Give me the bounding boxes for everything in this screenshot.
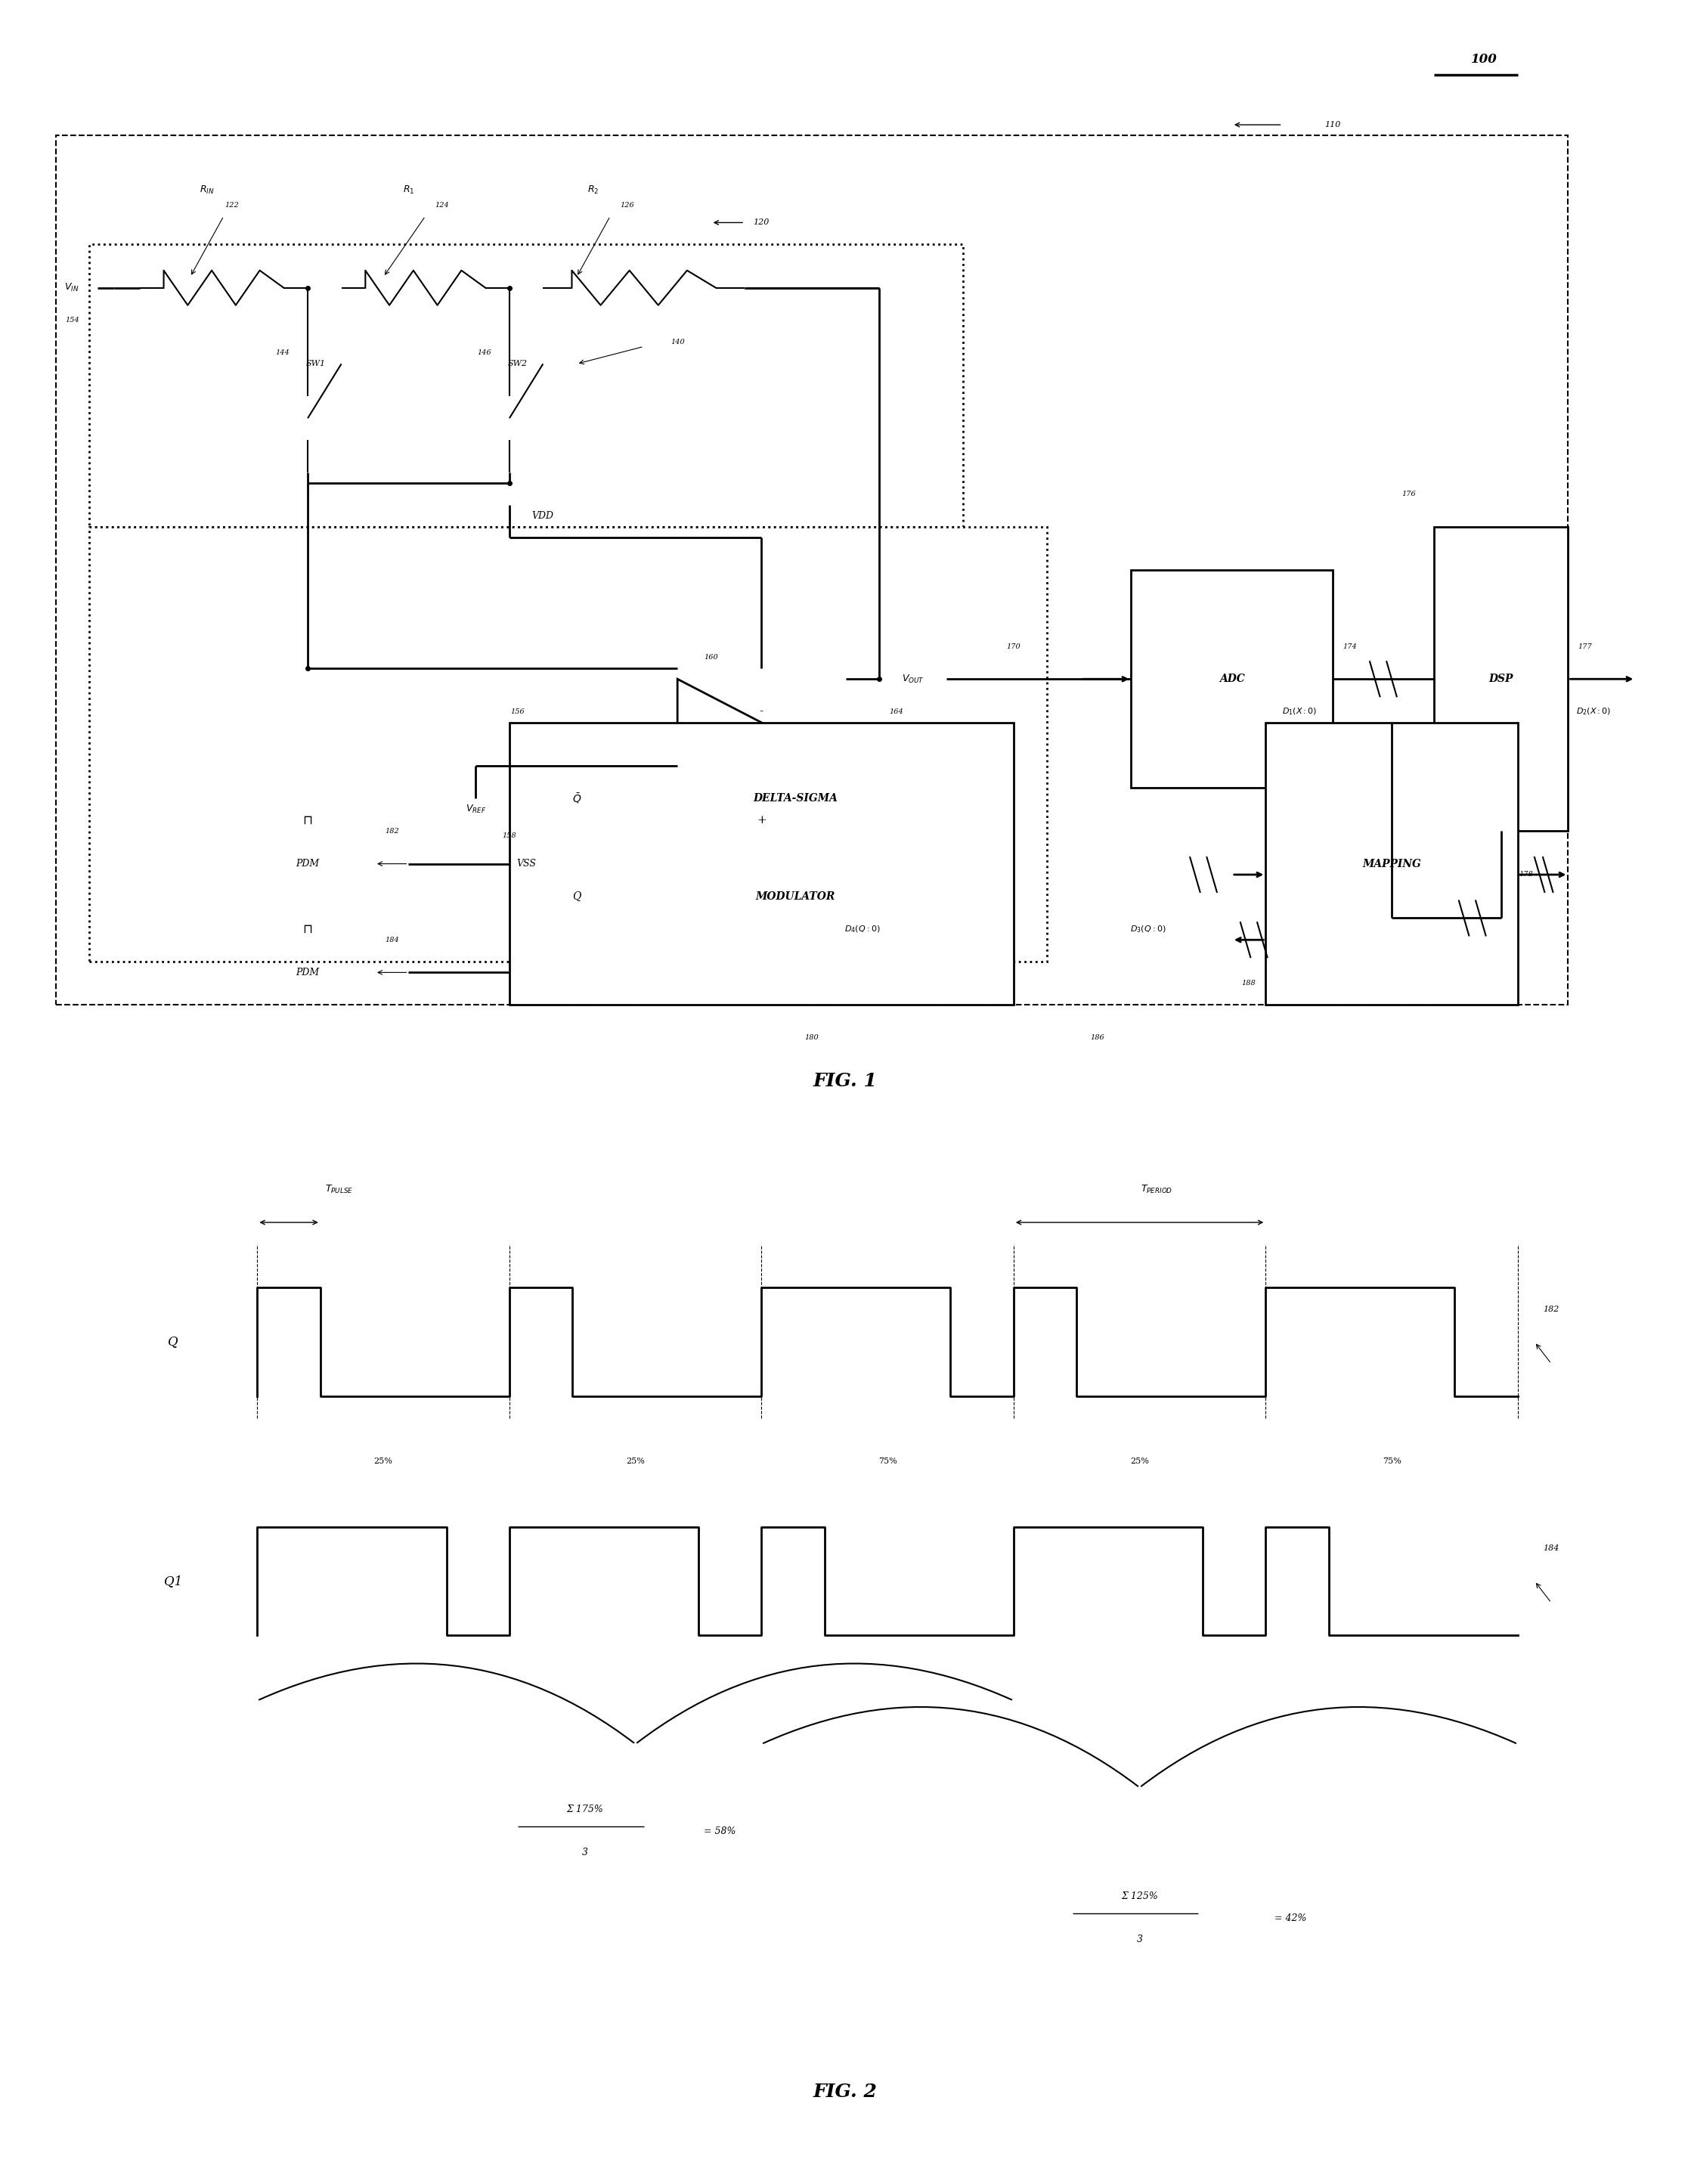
Text: $D_1(X:0)$: $D_1(X:0)$ [1282,705,1317,716]
Text: Σ 125%: Σ 125% [1121,1891,1158,1900]
Text: -: - [759,705,763,716]
Text: 177: 177 [1578,642,1591,651]
Text: SW2: SW2 [507,360,528,367]
Text: 75%: 75% [1382,1457,1402,1465]
Text: $D_3(Q:0)$: $D_3(Q:0)$ [1130,924,1167,935]
Text: +: + [756,815,766,826]
Text: MODULATOR: MODULATOR [756,891,835,902]
Text: 184: 184 [1544,1544,1559,1553]
Text: 186: 186 [1091,1035,1104,1042]
Text: 180: 180 [805,1035,818,1042]
Text: 160: 160 [703,653,719,662]
Text: VDD: VDD [533,511,555,522]
Text: Q: Q [572,891,582,902]
Text: 164: 164 [889,708,903,714]
Text: 176: 176 [1402,491,1415,498]
Text: $D_2(X:0)$: $D_2(X:0)$ [1576,705,1612,716]
Text: $T_{PERIOD}$: $T_{PERIOD}$ [1140,1184,1172,1195]
Bar [1265,723,1519,1005]
Text: 25%: 25% [1130,1457,1148,1465]
Text: $V_{OUT}$: $V_{OUT}$ [901,673,923,686]
Text: $V_{IN}$: $V_{IN}$ [64,282,79,293]
Text: = 42%: = 42% [1275,1913,1307,1922]
Text: PDM: PDM [296,858,320,869]
Text: $T_{PULSE}$: $T_{PULSE}$ [325,1184,353,1195]
Text: = 58%: = 58% [703,1826,736,1837]
Text: 184: 184 [384,937,399,943]
Text: 126: 126 [621,201,634,210]
Text: 178: 178 [1519,871,1534,878]
Text: $D_4(Q:0)$: $D_4(Q:0)$ [844,924,881,935]
Text: 140: 140 [670,339,685,345]
Text: $V_{REF}$: $V_{REF}$ [465,804,485,815]
Polygon shape [678,679,846,854]
Text: 120: 120 [754,218,769,227]
Text: FIG. 1: FIG. 1 [813,1072,878,1090]
Text: $\sqcap$: $\sqcap$ [303,815,313,828]
Text: 154: 154 [66,317,79,323]
Text: 188: 188 [1241,981,1256,987]
Text: 75%: 75% [878,1457,896,1465]
Text: 182: 182 [384,828,399,834]
Text: MAPPING: MAPPING [1363,858,1420,869]
Bar [90,526,1047,961]
Text: Σ 175%: Σ 175% [566,1804,604,1815]
Text: 110: 110 [1324,120,1341,129]
Text: VSS: VSS [516,858,536,869]
Text: 3: 3 [1136,1935,1143,1944]
Text: PDM: PDM [296,968,320,978]
Text: $R_1$: $R_1$ [402,183,414,197]
Text: $R_2$: $R_2$ [588,183,599,197]
Bar [509,723,1013,1005]
Bar [1131,570,1333,788]
Text: ADC: ADC [1219,673,1245,684]
Text: 174: 174 [1343,642,1356,651]
Text: DELTA-SIGMA: DELTA-SIGMA [752,793,837,804]
Text: 182: 182 [1544,1306,1559,1313]
Text: DSP: DSP [1488,673,1513,684]
Text: 25%: 25% [626,1457,644,1465]
Text: Q1: Q1 [164,1575,183,1588]
Text: $\bar{Q}$: $\bar{Q}$ [572,793,582,806]
Text: 158: 158 [502,832,516,839]
Text: $\sqcap$: $\sqcap$ [303,922,313,935]
Text: $R_{IN}$: $R_{IN}$ [200,183,215,197]
Text: 146: 146 [477,349,492,356]
Text: Q: Q [167,1337,179,1348]
Text: 25%: 25% [374,1457,392,1465]
Text: 3: 3 [582,1848,588,1859]
Text: 170: 170 [1006,642,1021,651]
Text: 100: 100 [1471,52,1497,66]
Text: SW1: SW1 [306,360,326,367]
Text: FIG. 2: FIG. 2 [813,2084,878,2101]
Text: 156: 156 [511,708,524,714]
Text: 122: 122 [225,201,238,210]
Text: 144: 144 [276,349,289,356]
Bar [90,245,964,526]
Bar [56,135,1568,1005]
Text: 124: 124 [435,201,450,210]
Bar [1434,526,1568,832]
